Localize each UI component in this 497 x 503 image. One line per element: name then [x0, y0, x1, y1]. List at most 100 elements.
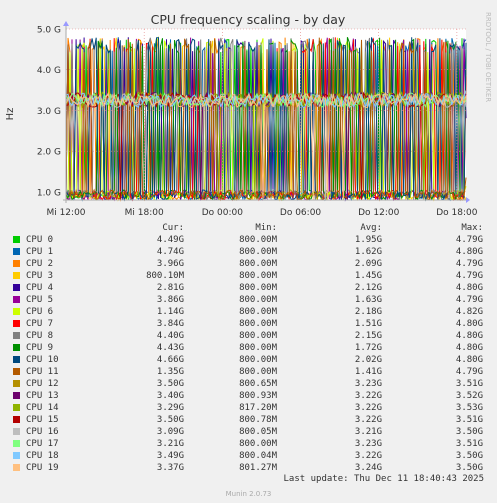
legend-min-value: 800.65M	[239, 379, 277, 389]
legend-min-value: 800.78M	[239, 415, 277, 425]
legend-avg-value: 2.15G	[354, 331, 382, 341]
legend-row: CPU 8 4.40G 800.00M 2.15G 4.80G	[12, 330, 492, 342]
legend-cur-value: 1.35G	[156, 367, 184, 377]
x-ticks: Mi 12:00 Mi 18:00 Do 00:00 Do 06:00 Do 12:00…	[46, 208, 477, 218]
legend-min-value: 801.27M	[239, 463, 277, 473]
legend-row: CPU 5 3.86G 800.00M 1.63G 4.79G	[12, 294, 492, 306]
legend-max-value: 4.80G	[455, 283, 483, 293]
legend-avg-value: 3.22G	[354, 391, 382, 401]
legend-series-name: CPU 5	[26, 295, 54, 305]
legend-series-name: CPU 8	[26, 331, 54, 341]
legend-min-value: 800.00M	[239, 439, 277, 449]
legend-min-value: 800.00M	[239, 235, 277, 245]
series-lines	[65, 35, 467, 202]
y-axis-label: Hz	[5, 108, 16, 121]
legend-rows: CPU 0 4.49G 800.00M 1.95G 4.79G CPU 1 4.74G 800…	[12, 234, 492, 474]
legend-avg-value: 2.18G	[354, 307, 382, 317]
legend-row: CPU 10 4.66G 800.00M 2.02G 4.80G	[12, 354, 492, 366]
legend-max-value: 4.79G	[455, 295, 483, 305]
legend-swatch	[13, 416, 20, 423]
legend-cur-value: 800.10M	[146, 271, 184, 281]
legend-min-value: 800.00M	[239, 343, 277, 353]
legend-min-value: 800.04M	[239, 451, 277, 461]
legend-row: CPU 16 3.09G 800.05M 3.21G 3.50G	[12, 426, 492, 438]
legend-swatch	[13, 440, 20, 447]
legend-max-value: 4.80G	[455, 247, 483, 257]
legend-row: CPU 4 2.81G 800.00M 2.12G 4.80G	[12, 282, 492, 294]
legend-series-name: CPU 2	[26, 259, 54, 269]
legend-max-value: 4.79G	[455, 259, 483, 269]
x-tick-label: Do 06:00	[280, 208, 322, 218]
legend-col-min: Min:	[255, 223, 277, 233]
legend-cur-value: 4.74G	[156, 247, 184, 257]
legend-series-name: CPU 0	[26, 235, 54, 245]
legend-row: CPU 3 800.10M 800.00M 1.45G 4.79G	[12, 270, 492, 282]
series-line	[65, 37, 467, 202]
legend-swatch	[13, 380, 20, 387]
legend-swatch	[13, 296, 20, 303]
legend-avg-value: 3.22G	[354, 415, 382, 425]
legend-max-value: 4.80G	[455, 319, 483, 329]
legend-cur-value: 4.66G	[156, 355, 184, 365]
x-tick-label: Do 12:00	[358, 208, 400, 218]
legend-row: CPU 6 1.14G 800.00M 2.18G 4.82G	[12, 306, 492, 318]
chart: CPU frequency scaling - by day Hz RRDTOO…	[5, 12, 492, 218]
legend-row: CPU 14 3.29G 817.20M 3.22G 3.53G	[12, 402, 492, 414]
legend-series-name: CPU 3	[26, 271, 54, 281]
legend-min-value: 800.00M	[239, 319, 277, 329]
legend-series-name: CPU 16	[26, 427, 59, 437]
legend-cur-value: 3.37G	[156, 463, 184, 473]
legend-swatch	[13, 464, 20, 471]
x-tick-label: Do 18:00	[436, 208, 478, 218]
legend-min-value: 800.00M	[239, 367, 277, 377]
legend-cur-value: 1.14G	[156, 307, 184, 317]
legend-avg-value: 2.09G	[354, 259, 382, 269]
y-tick-label: 5.0 G	[37, 26, 61, 36]
legend-row: CPU 7 3.84G 800.00M 1.51G 4.80G	[12, 318, 492, 330]
legend-max-value: 3.51G	[455, 379, 483, 389]
legend-row: CPU 1 4.74G 800.00M 1.62G 4.80G	[12, 246, 492, 258]
legend-cur-value: 4.49G	[156, 235, 184, 245]
legend-avg-value: 1.63G	[354, 295, 382, 305]
legend-swatch	[13, 344, 20, 351]
legend-swatch	[13, 284, 20, 291]
legend-cur-value: 3.50G	[156, 379, 184, 389]
legend-row: CPU 18 3.49G 800.04M 3.22G 3.50G	[12, 450, 492, 462]
legend-header: Cur: Min: Avg: Max:	[12, 222, 492, 234]
legend-max-value: 3.53G	[455, 403, 483, 413]
legend-series-name: CPU 15	[26, 415, 59, 425]
legend-avg-value: 3.22G	[354, 451, 382, 461]
x-tick-label: Mi 12:00	[46, 208, 85, 218]
series-line	[65, 91, 467, 200]
legend-series-name: CPU 13	[26, 391, 59, 401]
legend-row: CPU 19 3.37G 801.27M 3.24G 3.50G	[12, 462, 492, 474]
legend-swatch	[13, 356, 20, 363]
legend-series-name: CPU 9	[26, 343, 54, 353]
legend-swatch	[13, 320, 20, 327]
legend-avg-value: 3.23G	[354, 439, 382, 449]
legend-avg-value: 1.95G	[354, 235, 382, 245]
legend-avg-value: 3.21G	[354, 427, 382, 437]
legend-cur-value: 3.96G	[156, 259, 184, 269]
legend-row: CPU 17 3.21G 800.00M 3.23G 3.51G	[12, 438, 492, 450]
legend-series-name: CPU 11	[26, 367, 59, 377]
legend-cur-value: 4.40G	[156, 331, 184, 341]
x-tick-label: Mi 18:00	[125, 208, 164, 218]
legend-row: CPU 15 3.50G 800.78M 3.22G 3.51G	[12, 414, 492, 426]
legend-min-value: 800.05M	[239, 427, 277, 437]
legend-swatch	[13, 392, 20, 399]
legend-min-value: 800.00M	[239, 271, 277, 281]
legend-cur-value: 3.09G	[156, 427, 184, 437]
legend-min-value: 800.00M	[239, 355, 277, 365]
legend-max-value: 3.50G	[455, 451, 483, 461]
generator-label: Munin 2.0.73	[225, 490, 272, 498]
legend-col-max: Max:	[461, 223, 483, 233]
legend-avg-value: 1.41G	[354, 367, 382, 377]
legend-min-value: 800.00M	[239, 283, 277, 293]
legend-cur-value: 4.43G	[156, 343, 184, 353]
legend-series-name: CPU 17	[26, 439, 59, 449]
legend-swatch	[13, 236, 20, 243]
legend-series-name: CPU 6	[26, 307, 54, 317]
legend-max-value: 3.51G	[455, 415, 483, 425]
y-axis-arrow	[63, 21, 69, 26]
